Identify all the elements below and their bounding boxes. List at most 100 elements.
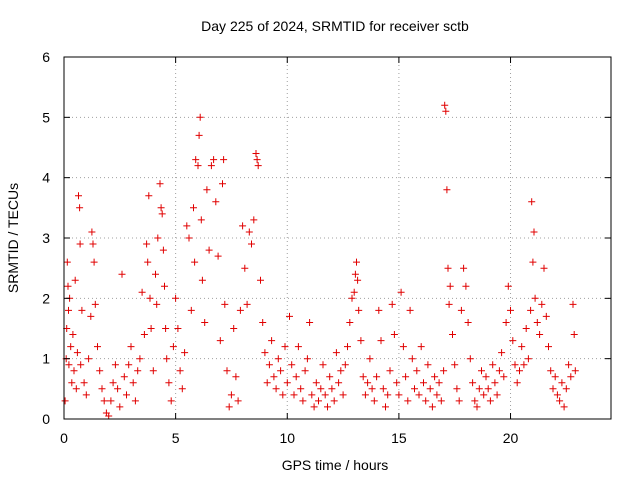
data-point [538, 300, 546, 308]
data-point [73, 349, 81, 357]
data-point [301, 367, 309, 375]
data-point [533, 319, 541, 326]
data-point [571, 367, 579, 375]
data-point [451, 361, 459, 369]
data-point [545, 343, 552, 351]
data-point [424, 361, 432, 369]
data-point [219, 180, 226, 188]
data-point [370, 397, 378, 405]
y-tick-label: 0 [42, 411, 50, 427]
data-point [441, 101, 449, 109]
data-point [105, 412, 113, 420]
data-point [444, 264, 452, 272]
data-point [225, 403, 233, 411]
data-point [469, 379, 477, 387]
data-points [61, 101, 579, 420]
data-point [359, 373, 367, 381]
data-point [524, 355, 532, 363]
data-point [88, 228, 96, 236]
data-point [89, 240, 97, 248]
data-point [111, 361, 119, 369]
data-point [321, 391, 329, 399]
data-point [162, 325, 170, 332]
data-point [565, 361, 573, 369]
data-point [509, 337, 517, 345]
data-point [366, 355, 374, 363]
data-point [549, 385, 557, 393]
data-point [306, 319, 314, 326]
data-point [64, 282, 72, 290]
data-point [254, 162, 262, 170]
data-point [413, 367, 421, 375]
data-point [78, 306, 86, 314]
data-point [339, 391, 347, 399]
data-point [420, 379, 427, 387]
data-point [482, 373, 490, 381]
data-point [94, 343, 101, 351]
data-point [80, 379, 88, 387]
data-point [183, 222, 191, 230]
data-point [131, 397, 139, 405]
y-tick-label: 4 [42, 170, 50, 186]
data-point [415, 391, 423, 399]
data-point [551, 373, 559, 381]
data-point [118, 270, 126, 278]
data-point [294, 343, 302, 351]
data-point [114, 385, 122, 393]
y-tick-label: 2 [42, 290, 50, 306]
data-point [70, 367, 78, 375]
data-point [317, 385, 325, 393]
data-point [516, 367, 523, 375]
data-point [433, 391, 441, 399]
data-point [77, 361, 85, 369]
x-tick-label: 20 [503, 430, 519, 446]
data-point [422, 397, 430, 405]
data-point [315, 397, 322, 405]
data-point [75, 192, 82, 200]
data-point [520, 361, 528, 369]
y-tick-label: 3 [42, 230, 50, 246]
y-tick-label: 1 [42, 351, 50, 367]
data-point [457, 306, 465, 314]
data-point [257, 276, 264, 284]
data-point [493, 391, 501, 399]
data-point [100, 397, 108, 405]
data-point [125, 361, 133, 369]
data-point [361, 391, 369, 399]
data-point [466, 355, 474, 363]
x-tick-labels: 0 5 10 15 20 [60, 430, 518, 446]
data-point [123, 391, 130, 399]
data-point [187, 306, 195, 314]
data-point [453, 385, 461, 393]
data-point [214, 252, 222, 260]
data-point [344, 343, 351, 351]
data-point [502, 319, 510, 326]
data-point [67, 343, 75, 351]
data-point [511, 361, 519, 369]
data-point [146, 294, 154, 302]
data-point [354, 276, 362, 284]
data-point [445, 300, 453, 308]
data-point [350, 288, 358, 296]
data-point [172, 294, 180, 302]
data-point [379, 385, 387, 393]
data-point [495, 367, 503, 375]
data-point [163, 355, 171, 363]
data-point [263, 379, 271, 387]
data-point [61, 397, 69, 405]
data-point [265, 361, 273, 369]
data-point [406, 306, 414, 314]
data-point [443, 186, 451, 194]
data-point [513, 379, 521, 387]
data-point [253, 156, 261, 164]
data-point [216, 337, 224, 345]
data-point [449, 331, 456, 338]
data-point [65, 361, 73, 369]
data-point [116, 403, 124, 411]
data-point [268, 337, 276, 345]
data-point [402, 373, 410, 381]
y-tick-label: 6 [42, 49, 50, 65]
x-tick-label: 15 [391, 430, 407, 446]
data-point [337, 367, 345, 375]
data-point [530, 228, 538, 236]
